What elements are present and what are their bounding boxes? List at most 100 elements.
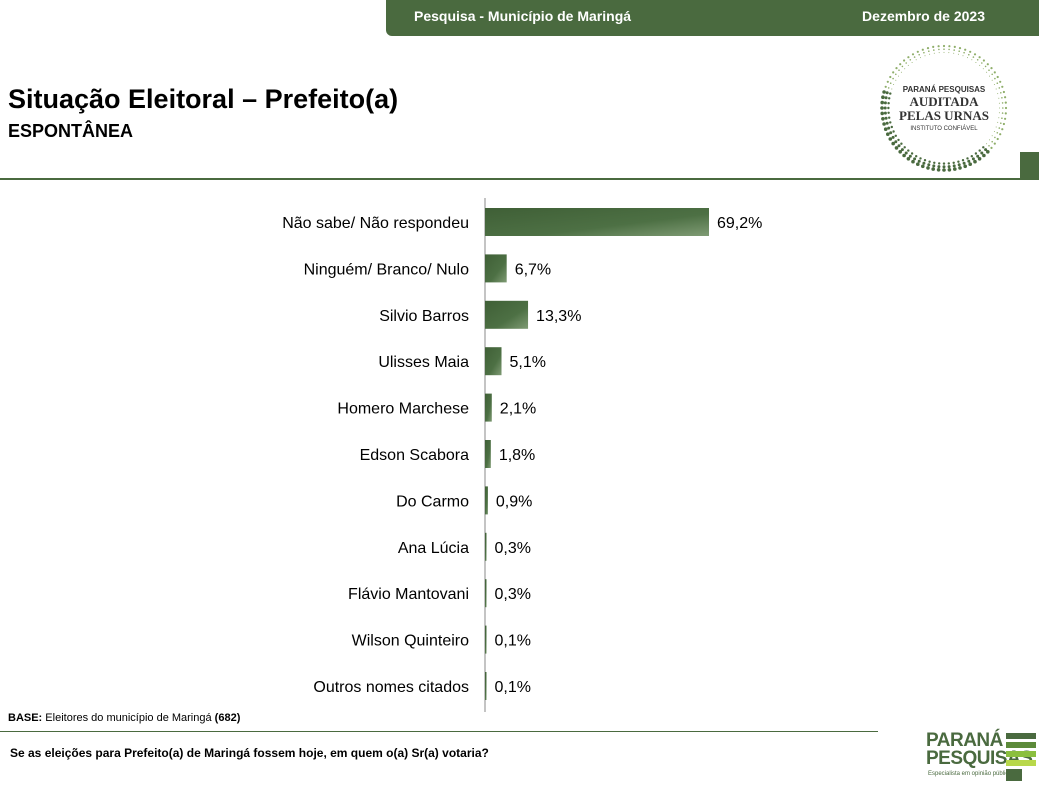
seal-dot xyxy=(933,161,936,164)
seal-dot xyxy=(970,155,973,158)
page-title: Situação Eleitoral – Prefeito(a) xyxy=(8,84,399,114)
seal-dot xyxy=(894,140,898,144)
seal-dot xyxy=(993,142,996,145)
seal-dot xyxy=(947,162,950,165)
seal-dot xyxy=(942,162,946,165)
seal-dot xyxy=(991,73,993,76)
seal-dot xyxy=(885,121,889,125)
seal-dot xyxy=(996,137,999,141)
seal-dot xyxy=(887,102,890,105)
seal-dot xyxy=(906,157,911,161)
seal-dot xyxy=(1002,122,1005,126)
data-label: 69,2% xyxy=(717,215,762,232)
seal-dot xyxy=(997,93,999,95)
seal-dot xyxy=(976,154,980,158)
seal-dot xyxy=(883,127,888,131)
seal-dot xyxy=(952,161,955,164)
seal-dot xyxy=(990,146,993,149)
seal-dot xyxy=(942,168,946,172)
seal-dot xyxy=(998,102,1000,104)
seal-dot xyxy=(986,63,989,66)
seal-dot xyxy=(961,159,965,162)
seal-dot xyxy=(978,149,981,152)
header-bar: Pesquisa - Município de Maringá Dezembro… xyxy=(386,0,1039,36)
seal-dot xyxy=(990,67,993,70)
seal-dot xyxy=(908,154,912,158)
seal-dot xyxy=(998,97,1000,99)
seal-dot xyxy=(942,44,946,48)
seal-dot xyxy=(947,168,952,172)
seal-dot xyxy=(920,57,921,59)
seal-dot xyxy=(981,62,983,64)
seal-dot xyxy=(883,106,887,110)
seal-dot xyxy=(982,146,985,149)
seal-dot xyxy=(889,82,892,84)
seal-dot xyxy=(964,48,967,51)
seal-line4: INSTITUTO CONFIÁVEL xyxy=(910,125,978,132)
seal-dot xyxy=(986,143,988,145)
seal-dot xyxy=(880,111,884,116)
seal-dot xyxy=(911,159,915,164)
seal-dot xyxy=(900,148,904,152)
seal-dot xyxy=(973,53,977,56)
seal-dot xyxy=(953,45,956,48)
seal-dot xyxy=(957,53,959,55)
seal-dot xyxy=(977,157,982,161)
seal-dot xyxy=(911,62,913,63)
logo-line1: PARANÁ xyxy=(926,730,1003,751)
seal-dot xyxy=(974,152,978,155)
seal-dot xyxy=(894,134,897,137)
seal-dot xyxy=(880,100,884,105)
bar xyxy=(485,440,491,468)
seal-dot xyxy=(886,80,889,83)
bar xyxy=(485,208,709,236)
category-label: Homero Marchese xyxy=(337,401,469,418)
seal-dot xyxy=(899,63,902,66)
seal-dot xyxy=(1004,101,1007,104)
seal-dot xyxy=(1004,96,1007,99)
seal-dot xyxy=(907,56,910,59)
seal-dot xyxy=(884,116,888,120)
seal-dot xyxy=(923,51,925,54)
seal-dot xyxy=(971,157,975,161)
seal-dot xyxy=(923,159,927,162)
bar xyxy=(485,393,492,422)
seal-dot xyxy=(919,157,922,160)
seal-dot xyxy=(1001,97,1003,99)
seal-dot xyxy=(892,71,895,74)
seal-dot xyxy=(911,53,915,56)
data-label: 0,3% xyxy=(495,540,531,557)
base-note: BASE: Eleitores do município de Maringá … xyxy=(8,712,240,724)
seal-dot xyxy=(913,157,917,161)
seal-dot xyxy=(943,48,945,50)
category-label: Silvio Barros xyxy=(379,308,469,325)
seal-dot xyxy=(999,133,1002,136)
logo-tagline: Especialista em opinião pública. xyxy=(928,771,1014,777)
seal-dot xyxy=(892,130,895,133)
seal-dot xyxy=(880,106,884,110)
seal-dot xyxy=(892,77,894,80)
seal-dot xyxy=(938,48,940,51)
seal-dot xyxy=(885,91,889,95)
seal-dot xyxy=(991,140,993,143)
seal-dot xyxy=(898,75,899,77)
seal-dot xyxy=(1004,112,1007,115)
seal-dot xyxy=(890,125,893,129)
seal-dot xyxy=(891,88,893,90)
seal-dot xyxy=(916,50,919,53)
seal-dot xyxy=(933,49,935,51)
seal-dot xyxy=(973,159,977,164)
seal-dot xyxy=(888,137,893,141)
seal-dot xyxy=(887,126,891,130)
seal-dot xyxy=(936,168,941,172)
seal-dot xyxy=(882,122,886,126)
seal-dot xyxy=(1001,85,1004,88)
category-label: Flávio Mantovani xyxy=(348,586,469,603)
seal-dot xyxy=(889,75,892,79)
seal-dot xyxy=(897,138,900,142)
seal-dot xyxy=(997,121,999,123)
seal-dot xyxy=(988,69,990,71)
seal-dot xyxy=(927,163,931,167)
seal-dot xyxy=(1004,117,1007,120)
seal-dot xyxy=(917,159,921,163)
